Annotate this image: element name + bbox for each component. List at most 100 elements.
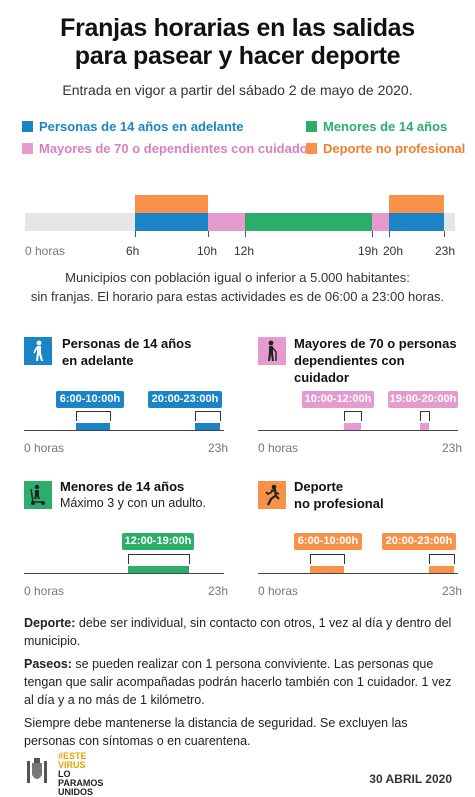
tick — [245, 231, 246, 237]
range-bar — [429, 566, 454, 573]
coat-of-arms-logo — [24, 757, 50, 787]
bar-adults-morning — [135, 213, 208, 231]
time-pill: 19:00-20:00h — [388, 391, 458, 408]
legend-item-children: Menores de 14 años — [306, 119, 447, 134]
panel-axis-line — [258, 573, 458, 574]
panel-heading-line: Personas de 14 años — [62, 336, 192, 351]
title-line-1: Franjas horarias en las salidas — [60, 14, 415, 42]
este-virus-logo: #ESTE VIRUS LO PARAMOS UNIDOS — [58, 752, 103, 797]
footnote-walks: Paseos: se pueden realizar con 1 persona… — [24, 655, 454, 709]
bracket — [429, 554, 455, 564]
time-pill: 12:00-19:00h — [122, 533, 194, 550]
page-title: Franjas horarias en las salidas para pas… — [0, 14, 475, 70]
time-pill: 20:00-23:00h — [382, 533, 456, 550]
footnote-sport: Deporte: debe ser individual, sin contac… — [24, 614, 454, 650]
bracket — [344, 411, 362, 421]
range-bar — [76, 423, 110, 430]
bracket — [420, 411, 430, 421]
bar-adults-evening — [389, 213, 444, 231]
legend-label: Personas de 14 años en adelante — [39, 119, 244, 134]
range-bar — [195, 423, 220, 430]
axis-end-label: 23h — [442, 584, 463, 598]
range-bar — [128, 566, 189, 573]
legend-label: Deporte no profesional — [323, 141, 466, 156]
legend-item-adults: Personas de 14 años en adelante — [22, 119, 243, 134]
footnote-label: Deporte: — [24, 616, 76, 630]
footnote-label: Paseos: — [24, 657, 72, 671]
axis-label: 6h — [126, 244, 140, 258]
range-bar — [344, 423, 361, 430]
bar-elderly-evening — [372, 213, 389, 231]
bar-sport-evening — [389, 195, 444, 213]
axis-label: 20h — [383, 244, 404, 258]
bar-elderly-morning — [208, 213, 245, 231]
title-line-2: para pasear y hacer deporte — [74, 42, 401, 70]
running-person-icon — [258, 481, 286, 509]
logo-line: UNIDOS — [58, 787, 94, 797]
note-line-1: Municipios con población igual o inferio… — [65, 270, 410, 285]
footnote-text: debe ser individual, sin contacto con ot… — [24, 616, 452, 648]
panel-heading: Deporte no profesional — [294, 478, 384, 512]
panel-heading-line: no profesional — [294, 496, 384, 511]
legend-swatch — [306, 121, 317, 132]
axis-start-label: 0 horas — [258, 584, 299, 598]
panel-sport: Deporte no profesional 6:00-10:00h 20:00… — [258, 478, 462, 598]
panel-children: Menores de 14 años Máximo 3 y con un adu… — [24, 478, 228, 598]
tick — [389, 231, 390, 237]
panel-heading-line: Mayores de 70 o personas — [294, 336, 457, 351]
note-line-2: sin franjas. El horario para estas activ… — [30, 289, 445, 304]
person-with-cane-icon — [258, 337, 286, 365]
time-pill: 6:00-10:00h — [56, 391, 124, 408]
panel-heading-line: en adelante — [62, 353, 134, 368]
time-pill: 10:00-12:00h — [302, 391, 374, 408]
main-timeline — [25, 195, 455, 237]
axis-start-label: 0 horas — [258, 441, 299, 455]
axis-label: 23h — [435, 244, 456, 258]
logo-line: #ESTE — [58, 751, 87, 761]
panel-axis-line — [258, 430, 458, 431]
legend-label: Mayores de 70 o dependientes con cuidado… — [39, 141, 313, 156]
footnote-text: se pueden realizar con 1 persona convivi… — [24, 657, 452, 707]
panel-heading-line: dependientes con cuidador — [294, 353, 405, 385]
panel-subheading: Máximo 3 y con un adulto. — [60, 496, 206, 510]
tick — [208, 231, 209, 237]
logo-line: PARAMOS — [58, 778, 104, 788]
legend-label: Menores de 14 años — [323, 119, 448, 134]
legend-swatch — [306, 143, 317, 154]
panel-heading: Menores de 14 años — [60, 479, 185, 494]
bar-sport-morning — [135, 195, 208, 213]
range-bar — [310, 566, 344, 573]
axis-label: 10h — [197, 244, 218, 258]
axis-end-label: 23h — [208, 584, 229, 598]
bracket — [310, 554, 345, 564]
time-pill: 6:00-10:00h — [294, 533, 362, 550]
panel-heading: Mayores de 70 o personas dependientes co… — [294, 335, 458, 386]
axis-start-label: 0 horas — [24, 584, 65, 598]
logo-line: VIRUS — [58, 760, 86, 770]
walking-person-icon — [24, 337, 52, 365]
publication-date: 30 ABRIL 2020 — [369, 772, 452, 786]
axis-end-label: 23h — [442, 441, 463, 455]
legend-swatch — [22, 121, 33, 132]
axis-start-label: 0 horas — [24, 441, 65, 455]
legend-swatch — [22, 143, 33, 154]
panel-elderly: Mayores de 70 o personas dependientes co… — [258, 335, 462, 455]
logo-line: LO — [58, 769, 71, 779]
tick — [372, 231, 373, 237]
axis-label: 12h — [234, 244, 255, 258]
bracket — [76, 411, 111, 421]
axis-label: 0 horas — [25, 244, 66, 258]
child-scooter-icon — [24, 481, 52, 509]
tick — [444, 231, 445, 237]
panel-axis-line — [24, 573, 224, 574]
panel-heading-line: Deporte — [294, 479, 344, 494]
legend-item-elderly: Mayores de 70 o dependientes con cuidado… — [22, 141, 313, 156]
tick — [135, 231, 136, 237]
panel-heading: Personas de 14 años en adelante — [62, 335, 191, 369]
time-pill: 20:00-23:00h — [148, 391, 222, 408]
range-bar — [420, 423, 429, 430]
small-municipalities-note: Municipios con población igual o inferio… — [0, 268, 475, 306]
bracket — [195, 411, 221, 421]
legend-item-sport: Deporte no profesional — [306, 141, 465, 156]
bracket — [128, 554, 190, 564]
